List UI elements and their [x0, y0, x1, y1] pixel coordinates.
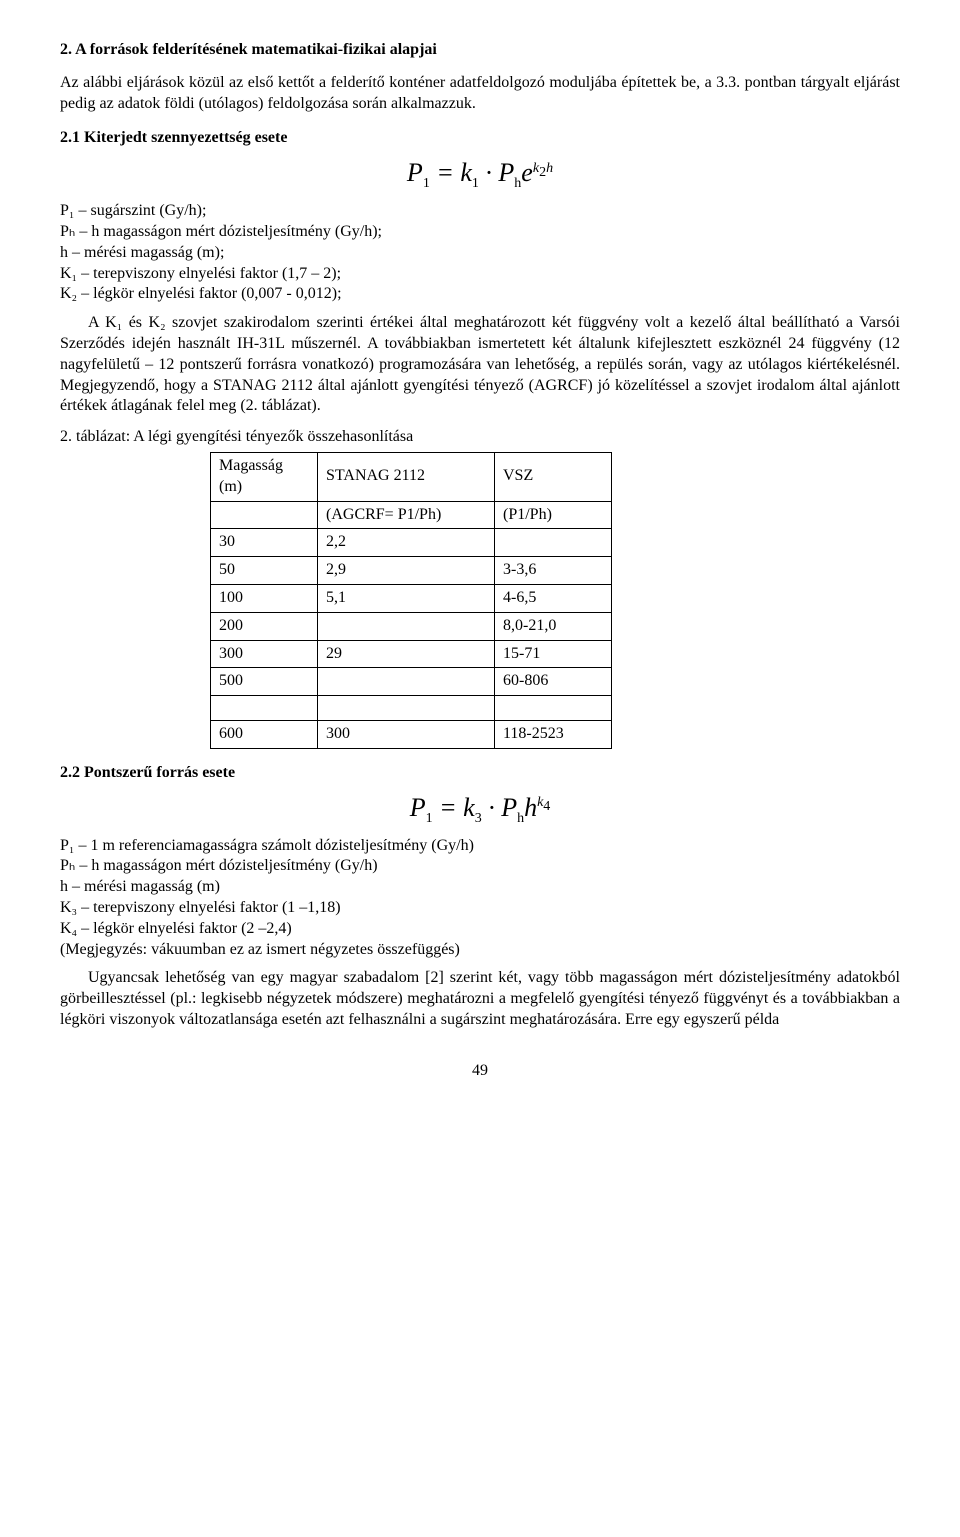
table-cell: 30 [211, 529, 318, 557]
var-line: K₁ – terepviszony elnyelési faktor (1,7 … [60, 264, 900, 285]
table-cell: 50 [211, 557, 318, 585]
table-header-cell: Magasság (m) [211, 452, 318, 501]
table-cell: 300 [211, 640, 318, 668]
table-cell: 15-71 [495, 640, 612, 668]
table-cell: 60-806 [495, 668, 612, 696]
table-cell: (P1/Ph) [495, 501, 612, 529]
var-line: Pₕ – h magasságon mért dózisteljesítmény… [60, 222, 900, 243]
section-2-2-para: Ugyancsak lehetőség van egy magyar szaba… [60, 968, 900, 1030]
section-2-title: 2. A források felderítésének matematikai… [60, 40, 900, 61]
section-2-para-1: Az alábbi eljárások közül az első kettőt… [60, 73, 900, 115]
table-cell: 200 [211, 612, 318, 640]
table-cell [495, 529, 612, 557]
var-line: h – mérési magasság (m); [60, 243, 900, 264]
attenuation-table: Magasság (m) STANAG 2112 VSZ (AGCRF= P1/… [210, 452, 612, 749]
table-cell [318, 696, 495, 721]
section-2-1-title: 2.1 Kiterjedt szennyezettség esete [60, 128, 900, 149]
table-cell: 5,1 [318, 584, 495, 612]
table-header-cell: STANAG 2112 [318, 452, 495, 501]
table-header-cell: VSZ [495, 452, 612, 501]
table-cell: 8,0-21,0 [495, 612, 612, 640]
var-line: K₃ – terepviszony elnyelési faktor (1 –1… [60, 898, 900, 919]
table-cell [318, 612, 495, 640]
variable-list-2-1: P₁ – sugárszint (Gy/h); Pₕ – h magasságo… [60, 201, 900, 305]
table-cell: 500 [211, 668, 318, 696]
table-cell: 118-2523 [495, 721, 612, 749]
table-cell [318, 668, 495, 696]
var-line: P₁ – sugárszint (Gy/h); [60, 201, 900, 222]
table-cell: 4-6,5 [495, 584, 612, 612]
table-cell: 100 [211, 584, 318, 612]
var-line: P₁ – 1 m referenciamagasságra számolt dó… [60, 836, 900, 857]
variable-list-2-2: P₁ – 1 m referenciamagasságra számolt dó… [60, 836, 900, 961]
table-cell [211, 501, 318, 529]
table-cell: 300 [318, 721, 495, 749]
table-cell [211, 696, 318, 721]
table-cell: 2,2 [318, 529, 495, 557]
page-number: 49 [60, 1061, 900, 1082]
formula-2-2: P1 = k3 · Phhk4 [60, 792, 900, 828]
table-cell: (AGCRF= P1/Ph) [318, 501, 495, 529]
var-line: (Megjegyzés: vákuumban ez az ismert négy… [60, 940, 900, 961]
formula-2-1: P1 = k1 · Phek2h [60, 157, 900, 193]
table-cell [495, 696, 612, 721]
var-line: K₄ – légkör elnyelési faktor (2 –2,4) [60, 919, 900, 940]
table-cell: 600 [211, 721, 318, 749]
section-2-1-para: A K₁ és K₂ szovjet szakirodalom szerinti… [60, 313, 900, 417]
table-cell: 3-3,6 [495, 557, 612, 585]
var-line: Pₕ – h magasságon mért dózisteljesítmény… [60, 856, 900, 877]
table-caption: 2. táblázat: A légi gyengítési tényezők … [60, 427, 900, 448]
section-2-2-title: 2.2 Pontszerű forrás esete [60, 763, 900, 784]
var-line: K₂ – légkör elnyelési faktor (0,007 - 0,… [60, 284, 900, 305]
var-line: h – mérési magasság (m) [60, 877, 900, 898]
table-cell: 2,9 [318, 557, 495, 585]
table-cell: 29 [318, 640, 495, 668]
